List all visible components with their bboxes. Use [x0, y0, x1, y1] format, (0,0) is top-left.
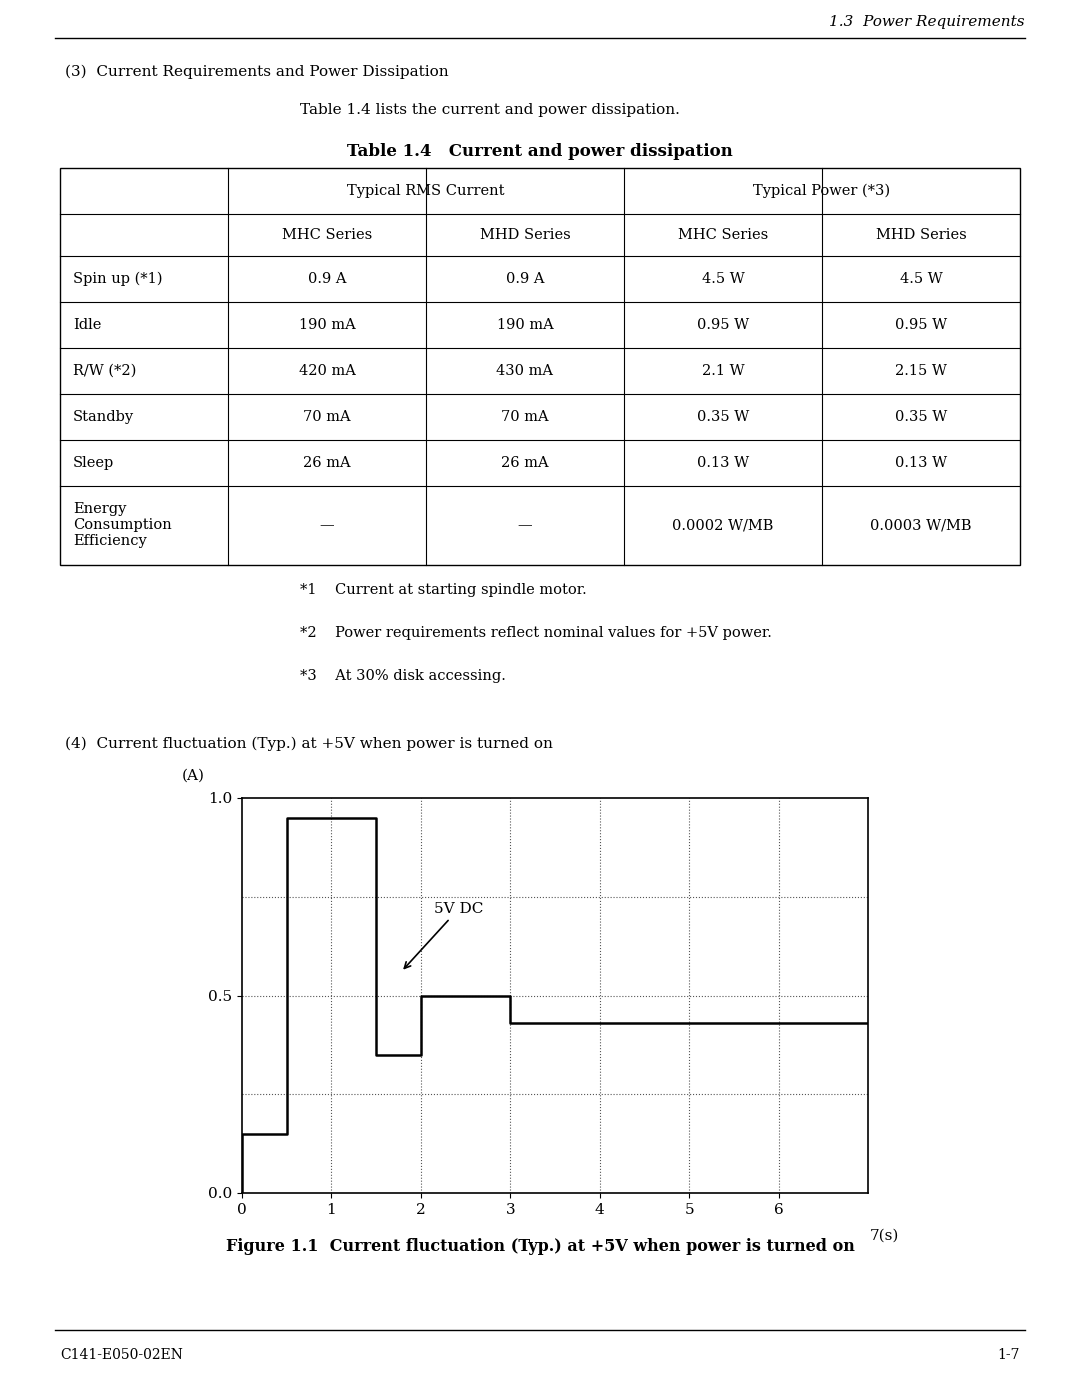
- Text: MHD Series: MHD Series: [480, 228, 570, 242]
- Text: *2    Power requirements reflect nominal values for +5V power.: *2 Power requirements reflect nominal va…: [300, 626, 772, 640]
- Text: *3    At 30% disk accessing.: *3 At 30% disk accessing.: [300, 669, 505, 683]
- Text: MHC Series: MHC Series: [282, 228, 373, 242]
- Text: 0.95 W: 0.95 W: [697, 319, 750, 332]
- Text: 4.5 W: 4.5 W: [702, 272, 744, 286]
- Text: 0.9 A: 0.9 A: [505, 272, 544, 286]
- Text: 0.0003 W/MB: 0.0003 W/MB: [870, 518, 972, 532]
- Text: Idle: Idle: [73, 319, 102, 332]
- Text: Typical RMS Current: Typical RMS Current: [348, 184, 504, 198]
- Text: 0.13 W: 0.13 W: [697, 455, 750, 469]
- Text: 5V DC: 5V DC: [404, 901, 484, 968]
- Text: Figure 1.1  Current fluctuation (Typ.) at +5V when power is turned on: Figure 1.1 Current fluctuation (Typ.) at…: [226, 1238, 854, 1255]
- Text: 0.95 W: 0.95 W: [895, 319, 947, 332]
- Text: 26 mA: 26 mA: [303, 455, 351, 469]
- Text: 0.35 W: 0.35 W: [697, 409, 750, 423]
- Bar: [60, 168, 1020, 564]
- Text: *1    Current at starting spindle motor.: *1 Current at starting spindle motor.: [300, 583, 586, 597]
- Text: 190 mA: 190 mA: [497, 319, 553, 332]
- Text: R/W (*2): R/W (*2): [73, 363, 136, 379]
- Text: 190 mA: 190 mA: [299, 319, 355, 332]
- Text: 70 mA: 70 mA: [303, 409, 351, 423]
- Text: Sleep: Sleep: [73, 455, 114, 469]
- Text: 420 mA: 420 mA: [298, 363, 355, 379]
- Text: 2.1 W: 2.1 W: [702, 363, 744, 379]
- Text: (4)  Current fluctuation (Typ.) at +5V when power is turned on: (4) Current fluctuation (Typ.) at +5V wh…: [65, 738, 553, 752]
- Text: Table 1.4 lists the current and power dissipation.: Table 1.4 lists the current and power di…: [300, 103, 680, 117]
- Text: Spin up (*1): Spin up (*1): [73, 272, 162, 286]
- Text: 2.15 W: 2.15 W: [895, 363, 947, 379]
- Text: 0.0002 W/MB: 0.0002 W/MB: [673, 518, 773, 532]
- Text: 1.3  Power Requirements: 1.3 Power Requirements: [829, 15, 1025, 29]
- Text: —: —: [320, 518, 335, 532]
- Text: MHC Series: MHC Series: [678, 228, 768, 242]
- Text: 7(s): 7(s): [869, 1228, 900, 1242]
- Text: 0.9 A: 0.9 A: [308, 272, 347, 286]
- Text: (A): (A): [181, 768, 204, 782]
- Text: Typical Power (*3): Typical Power (*3): [754, 184, 891, 198]
- Text: Table 1.4   Current and power dissipation: Table 1.4 Current and power dissipation: [347, 142, 733, 161]
- Text: 1-7: 1-7: [998, 1348, 1020, 1362]
- Text: Standby: Standby: [73, 409, 134, 423]
- Text: MHD Series: MHD Series: [876, 228, 967, 242]
- Text: 0.35 W: 0.35 W: [895, 409, 947, 423]
- Text: 4.5 W: 4.5 W: [900, 272, 943, 286]
- Text: 430 mA: 430 mA: [497, 363, 553, 379]
- Text: 70 mA: 70 mA: [501, 409, 549, 423]
- Text: Energy
Consumption
Efficiency: Energy Consumption Efficiency: [73, 502, 172, 549]
- Text: —: —: [517, 518, 532, 532]
- Text: (3)  Current Requirements and Power Dissipation: (3) Current Requirements and Power Dissi…: [65, 66, 448, 80]
- Text: C141-E050-02EN: C141-E050-02EN: [60, 1348, 183, 1362]
- Text: 0.13 W: 0.13 W: [895, 455, 947, 469]
- Text: 26 mA: 26 mA: [501, 455, 549, 469]
